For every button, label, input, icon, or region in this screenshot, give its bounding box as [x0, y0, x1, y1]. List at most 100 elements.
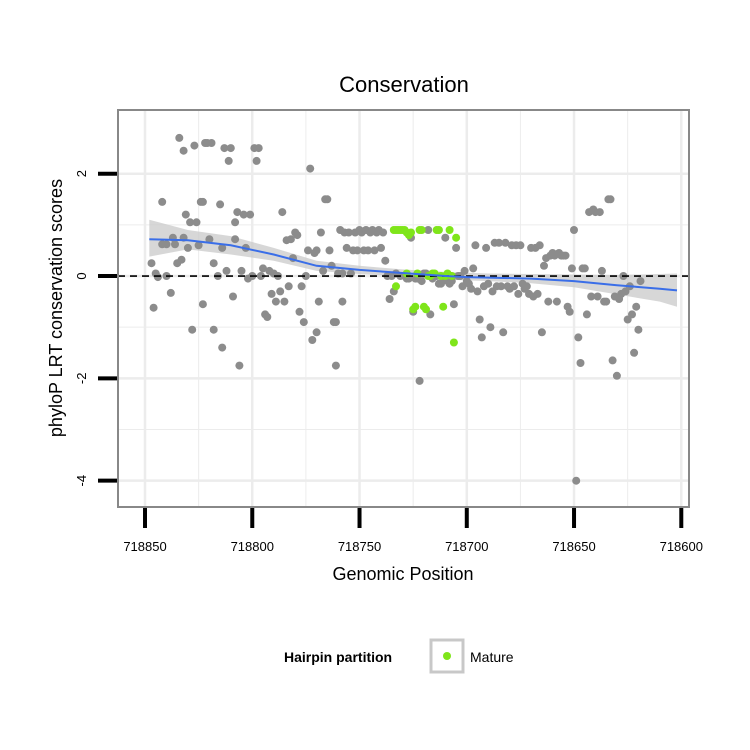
data-point	[634, 325, 643, 334]
data-point	[370, 246, 379, 255]
data-point	[473, 287, 482, 296]
x-tick-label: 718700	[445, 539, 488, 554]
data-point	[158, 197, 167, 206]
data-point	[501, 238, 510, 247]
data-point	[299, 318, 308, 327]
data-point	[593, 292, 602, 301]
data-point	[218, 343, 227, 352]
data-point	[175, 133, 184, 142]
data-point	[424, 226, 433, 234]
data-point	[377, 243, 385, 252]
legend-title: Hairpin partition	[284, 649, 392, 665]
data-point	[235, 361, 244, 370]
data-point	[231, 218, 240, 227]
data-point	[278, 208, 287, 217]
x-tick-label: 718600	[660, 539, 703, 554]
data-point	[198, 300, 207, 309]
data-point	[312, 328, 321, 337]
data-point	[297, 282, 306, 291]
data-point	[222, 266, 231, 275]
data-point	[323, 195, 332, 204]
data-point	[284, 282, 293, 291]
x-tick-label: 718850	[123, 539, 166, 554]
data-point	[379, 228, 388, 237]
data-point	[636, 277, 645, 286]
y-tick-label: 2	[74, 170, 89, 177]
legend: Hairpin partition Mature	[284, 638, 514, 674]
data-point	[325, 246, 334, 255]
data-point	[188, 325, 197, 334]
mature-data-point	[439, 302, 448, 311]
data-point	[482, 243, 491, 252]
data-point	[469, 264, 478, 273]
mature-data-point	[452, 233, 461, 242]
data-point	[574, 333, 583, 342]
data-point	[522, 282, 531, 291]
data-point	[153, 273, 162, 282]
data-point	[552, 297, 561, 306]
smooth-trend-line	[149, 238, 678, 292]
data-point	[171, 240, 179, 249]
data-point	[570, 226, 578, 234]
data-point	[316, 228, 325, 237]
data-point	[331, 318, 340, 327]
data-point	[267, 289, 276, 298]
data-point	[510, 282, 518, 291]
data-point	[460, 266, 469, 275]
data-point	[415, 376, 424, 385]
data-point	[149, 303, 158, 312]
data-point	[484, 279, 493, 288]
x-axis-label: Genomic Position	[332, 564, 473, 584]
x-tick-label: 718750	[338, 539, 381, 554]
data-point	[486, 323, 495, 332]
data-point	[533, 289, 542, 298]
data-point	[319, 266, 328, 275]
data-point	[544, 297, 553, 306]
y-tick-label: -2	[74, 373, 89, 385]
data-point	[183, 243, 192, 252]
data-point	[308, 336, 317, 344]
data-point	[233, 208, 242, 217]
data-point	[535, 241, 544, 250]
data-point	[441, 233, 450, 242]
smooth-line	[149, 238, 678, 292]
data-point	[582, 310, 591, 319]
data-point	[254, 144, 263, 153]
data-point	[576, 359, 585, 367]
data-point	[209, 259, 218, 268]
x-tick-label: 718800	[231, 539, 274, 554]
mature-data-point	[411, 302, 420, 311]
data-point	[612, 371, 621, 380]
data-point	[364, 246, 373, 255]
data-point	[597, 266, 606, 275]
data-point	[606, 195, 615, 204]
data-point	[540, 261, 548, 270]
data-point	[209, 325, 218, 334]
data-point	[628, 310, 636, 319]
data-point	[338, 297, 347, 306]
data-point	[181, 210, 190, 219]
data-point	[166, 288, 175, 297]
data-point	[595, 208, 604, 217]
data-point	[147, 259, 156, 268]
data-point	[516, 241, 525, 250]
data-point	[301, 272, 310, 280]
data-point	[246, 210, 255, 219]
data-point	[295, 307, 304, 316]
mature-data-point	[422, 305, 430, 314]
data-point	[229, 292, 237, 301]
mature-data-point	[449, 338, 458, 347]
data-point	[331, 361, 340, 370]
data-point	[192, 218, 201, 227]
data-point	[385, 295, 394, 303]
data-point	[567, 264, 576, 273]
data-point	[293, 231, 302, 240]
x-tick-label: 718650	[552, 539, 595, 554]
data-point	[207, 139, 216, 147]
data-point	[304, 246, 312, 255]
data-point	[256, 272, 265, 280]
data-point	[237, 266, 246, 275]
data-point	[177, 255, 186, 264]
data-point	[179, 146, 188, 155]
data-point	[216, 200, 225, 209]
